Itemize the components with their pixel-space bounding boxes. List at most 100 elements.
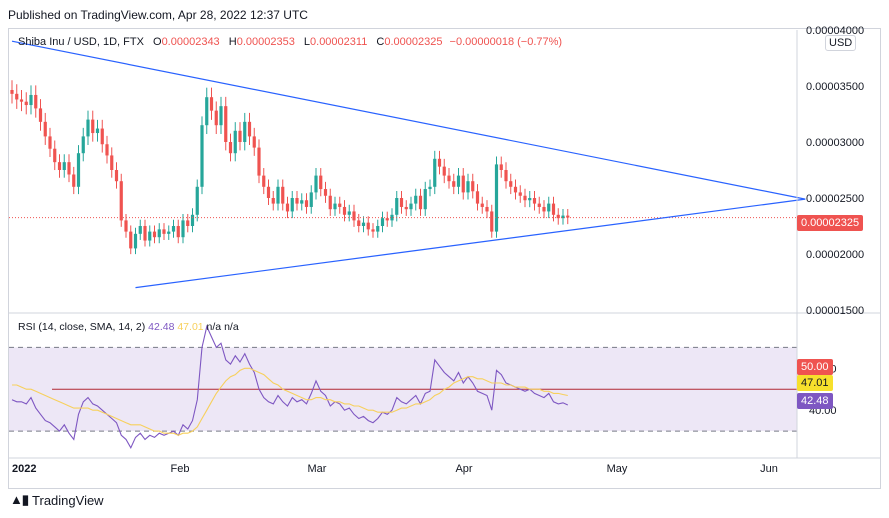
candle-body — [556, 214, 560, 219]
candle-body — [475, 191, 480, 204]
candle-body — [138, 226, 142, 234]
rsi-na-2: n/a — [224, 321, 239, 333]
price-legend: Shiba Inu / USD, 1D, FTX O0.00002343 H0.… — [18, 36, 562, 48]
candle-body — [167, 231, 171, 234]
candle-body — [209, 97, 214, 111]
candle-body — [228, 142, 233, 154]
candle-body — [551, 203, 556, 215]
candle-body — [347, 211, 351, 215]
time-tick-label: Feb — [171, 463, 190, 475]
candle-body — [361, 222, 366, 226]
candle-body — [110, 155, 114, 170]
candle-body — [119, 181, 123, 221]
candle-body — [114, 170, 119, 182]
rsi-mid-tag: 50.00 — [797, 359, 833, 375]
publisher-note: Published on TradingView.com, Apr 28, 20… — [8, 8, 308, 22]
rsi-sma-value: 47.01 — [177, 321, 204, 333]
candle-body — [547, 203, 551, 212]
high-label: H — [228, 36, 237, 48]
candle-body — [509, 181, 513, 187]
candle-body — [532, 198, 537, 204]
candle-body — [566, 215, 570, 218]
candle-body — [233, 130, 237, 154]
candle-body — [214, 110, 218, 126]
candle-body — [319, 175, 323, 190]
candle-body — [561, 215, 565, 219]
time-tick-label: May — [607, 463, 628, 475]
candle-body — [10, 89, 14, 94]
candle-body — [53, 148, 57, 163]
candle-body — [390, 214, 394, 221]
candle-body — [285, 203, 290, 212]
candle-body — [15, 93, 19, 100]
candle-body — [186, 220, 190, 226]
candle-body — [91, 119, 95, 134]
candle-body — [518, 192, 522, 196]
candle-body — [19, 99, 24, 102]
rsi-na-1: n/a — [206, 321, 222, 333]
candle-body — [252, 136, 256, 148]
candle-body — [466, 181, 470, 193]
candle-body — [290, 198, 294, 212]
candle-body — [490, 211, 494, 232]
candle-body — [152, 231, 157, 238]
candle-body — [314, 175, 318, 193]
candle-body — [219, 106, 223, 126]
candle-body — [385, 218, 389, 221]
candle-body — [380, 218, 385, 226]
candle-body — [67, 162, 71, 175]
candle-body — [262, 175, 266, 187]
candle-body — [143, 226, 147, 241]
trendline-lower — [135, 198, 806, 289]
candle-body — [276, 186, 280, 204]
candle-body — [409, 203, 413, 210]
candle-body — [238, 130, 242, 142]
candle-body — [437, 158, 442, 167]
symbol-label: Shiba Inu / USD, 1D, FTX — [18, 36, 144, 48]
candle-body — [81, 136, 85, 154]
candle-body — [133, 233, 138, 249]
change-value: −0.00000018 (−0.77%) — [449, 36, 563, 48]
candle-body — [243, 121, 247, 142]
time-tick-label: 2022 — [12, 463, 36, 475]
price-tick-label: 0.00002000 — [806, 249, 864, 261]
candle-body — [162, 229, 166, 234]
low-label: L — [303, 36, 311, 48]
candle-body — [404, 206, 408, 210]
candle-body — [499, 164, 503, 170]
candle-body — [190, 214, 195, 226]
rsi-series-sma — [12, 367, 568, 436]
candle-body — [200, 125, 204, 187]
tradingview-brand[interactable]: ▲▮ TradingView — [10, 492, 104, 508]
candle-body — [371, 229, 375, 232]
currency-button[interactable]: USD — [825, 35, 857, 51]
last-price-tag: 0.00002325 — [797, 215, 864, 231]
candle-body — [418, 195, 423, 210]
candle-body — [62, 162, 66, 170]
candle-body — [281, 186, 285, 204]
candle-body — [523, 195, 527, 201]
candle-body — [176, 226, 180, 238]
brand-label: TradingView — [32, 492, 104, 508]
candle-body — [513, 186, 518, 193]
candle-body — [376, 226, 380, 232]
candle-body — [357, 220, 361, 226]
candle-body — [328, 195, 332, 210]
candle-body — [271, 198, 275, 204]
candle-body — [181, 220, 185, 238]
rsi-sma-tag: 47.01 — [797, 375, 833, 391]
candle-body — [452, 181, 456, 187]
candle-body — [471, 181, 475, 192]
time-tick-label: Mar — [308, 463, 327, 475]
candle-body — [195, 186, 199, 215]
candle-body — [504, 170, 508, 182]
candle-body — [423, 189, 427, 210]
candle-body — [352, 211, 356, 221]
candle-body — [148, 231, 152, 241]
candle-body — [57, 162, 62, 170]
candle-body — [442, 166, 446, 176]
candle-body — [105, 144, 109, 156]
close-value: 0.00002325 — [384, 36, 443, 48]
trendline-upper — [11, 40, 806, 200]
